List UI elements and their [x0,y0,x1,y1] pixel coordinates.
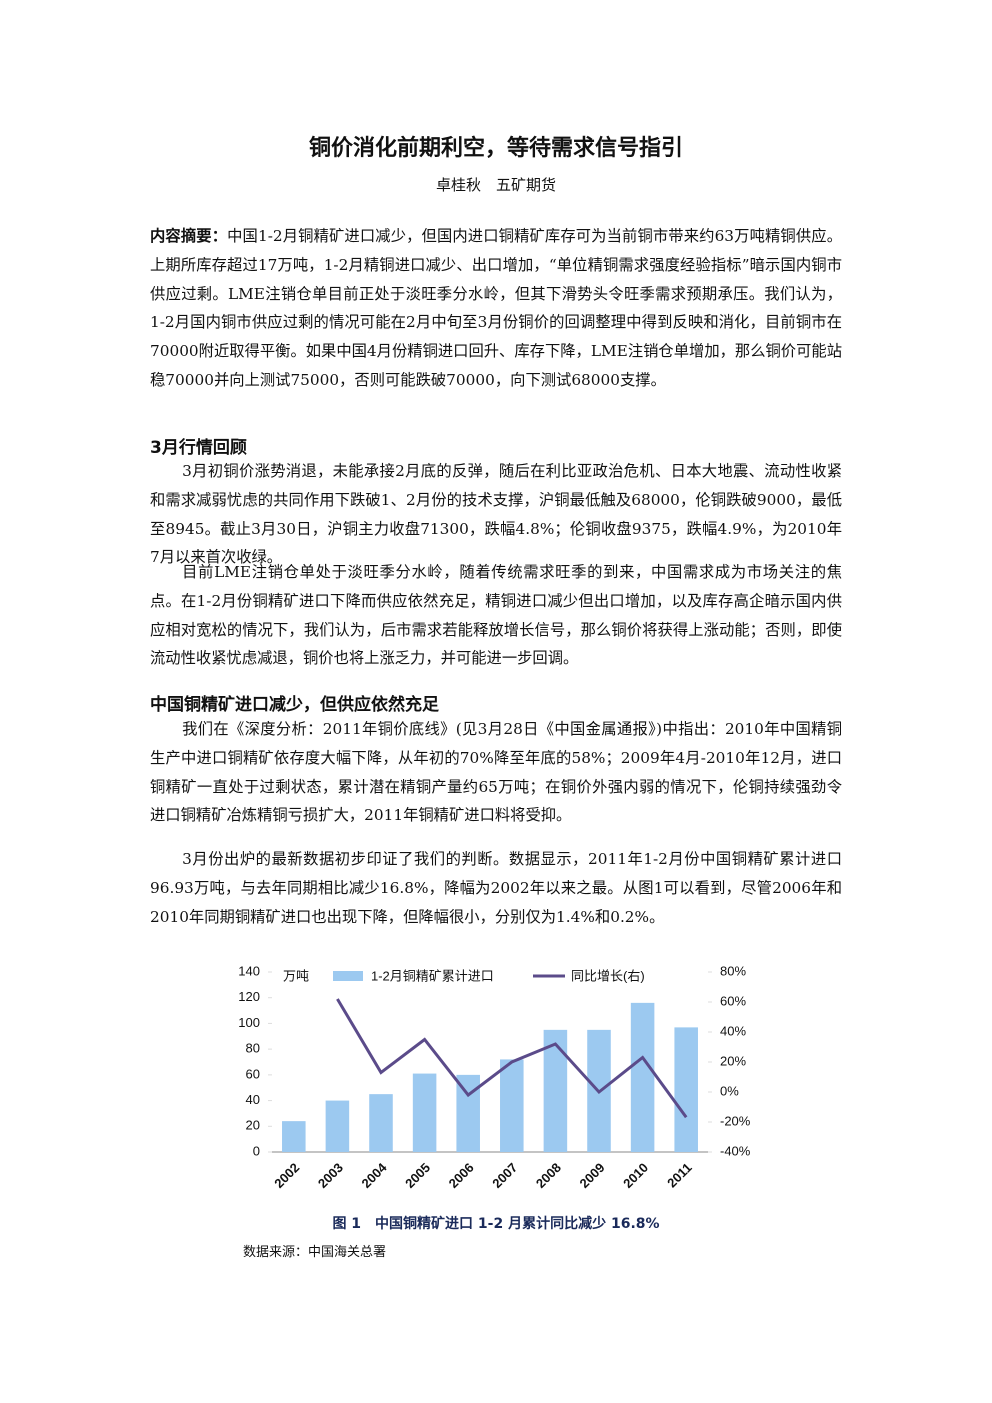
y-tick-label: 140 [238,963,260,978]
x-tick-label: 2011 [664,1160,695,1191]
doc-title: 铜价消化前期利空，等待需求信号指引 [308,136,683,161]
abstract-label: 内容摘要： [150,227,228,245]
x-tick-label: 2009 [576,1160,607,1191]
figure-caption: 图 1 中国铜精矿进口 1-2 月累计同比减少 16.8% [332,1216,660,1232]
y-tick-label: 60 [246,1066,260,1081]
x-tick-label: 2005 [402,1160,433,1191]
paragraph: 我们在《深度分析：2011年铜价底线》(见3月28日《中国金属通报》)中指出：2… [150,720,842,825]
y-tick-label: 40 [246,1092,260,1107]
y-tick-label: 20 [246,1118,260,1133]
chart: 0 20 40 60 80 100 120 140 -40% -20% 0% 20% 40% 60% 80%… [238,963,751,1191]
section-heading: 3月行情回顾 [150,438,247,458]
paragraph: 3月份出炉的最新数据初步印证了我们的判断。数据显示，2011年1-2月份中国铜精… [150,850,842,926]
paragraph: 3月初铜价涨势消退，未能承接2月底的反弹，随后在利比亚政治危机、日本大地震、流动… [150,462,842,567]
x-tick-label: 2006 [446,1160,477,1191]
y2-tick-label: 20% [720,1053,746,1068]
legend-label: 同比增长(右) [571,968,645,983]
y2-tick-label: -20% [720,1113,751,1128]
y-tick-label: 120 [238,989,260,1004]
bar [369,1094,393,1152]
x-tick-label: 2002 [271,1160,302,1191]
y-tick-label: 80 [246,1041,260,1056]
legend-swatch [333,971,363,981]
y2-tick-label: 0% [720,1083,739,1098]
x-tick-label: 2008 [533,1160,564,1191]
line [336,998,688,1119]
byline: 卓桂秋 五矿期货 [0,174,992,195]
abstract: 内容摘要：中国1-2月铜精矿进口减少，但国内进口铜精矿库存可为当前铜市带来约63… [150,222,842,395]
x-tick-label: 2003 [315,1160,346,1191]
bar [282,1121,306,1152]
section-heading: 中国铜精矿进口减少，但供应依然充足 [150,695,439,715]
bar [674,1027,698,1152]
y2-tick-label: 60% [720,993,746,1008]
abstract-text: 中国1-2月铜精矿进口减少，但国内进口铜精矿库存可为当前铜市带来约63万吨精铜供… [150,227,842,389]
unit-label: 万吨 [283,968,309,983]
y-tick-label: 0 [253,1143,260,1158]
bar [630,1002,655,1152]
figure-source: 数据来源：中国海关总署 [243,1245,387,1260]
org: 五矿期货 [496,176,557,194]
bar [325,1100,350,1152]
bar [500,1059,524,1152]
y2-tick-label: -40% [720,1143,751,1158]
x-tick-label: 2004 [358,1159,390,1191]
y-tick-label: 100 [238,1015,260,1030]
legend-label: 1-2月铜精矿累计进口 [371,968,494,983]
bar [412,1073,437,1152]
y2-tick-label: 40% [720,1023,746,1038]
x-tick-label: 2010 [620,1160,651,1191]
bar [543,1029,568,1152]
bar [456,1074,480,1152]
x-tick-label: 2007 [489,1160,520,1191]
paragraph: 目前LME注销仓单处于淡旺季分水岭，随着传统需求旺季的到来，中国需求成为市场关注… [150,563,842,668]
author: 卓桂秋 [435,176,481,194]
y2-tick-label: 80% [720,963,746,978]
